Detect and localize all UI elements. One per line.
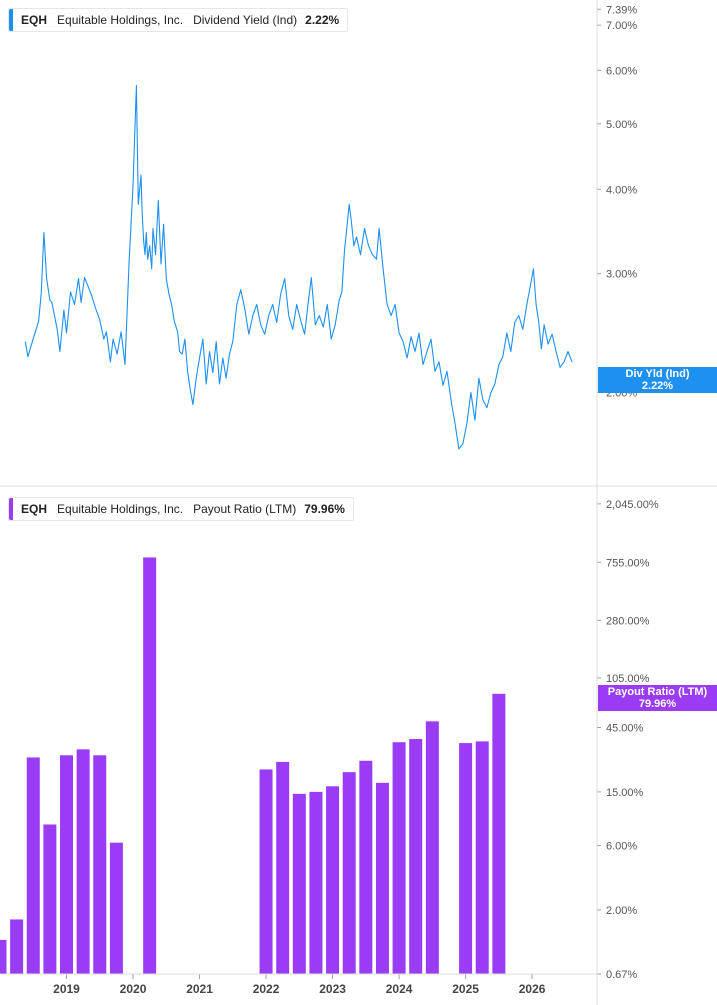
payout-ratio-bar — [359, 760, 373, 974]
x-tick-label: 2024 — [386, 982, 413, 996]
payout-ratio-bar — [409, 738, 423, 974]
payout-ratio-bar — [10, 919, 24, 974]
payout-ratio-bar — [0, 939, 7, 974]
legend-metric: Dividend Yield (Ind) — [193, 13, 298, 27]
y-tick-label: 4.00% — [606, 184, 637, 196]
payout-ratio-bar — [492, 693, 506, 974]
payout-ratio-bar — [309, 791, 323, 974]
dividend-yield-line — [24, 84, 573, 450]
y-tick-label: 6.00% — [606, 841, 637, 853]
payout-ratio-bar — [326, 786, 340, 974]
payout-ratio-bar — [60, 755, 74, 974]
x-tick-label: 2022 — [253, 982, 280, 996]
payout-ratio-bar — [375, 782, 389, 974]
payout-ratio-bar — [93, 755, 107, 974]
bottom-y-axis: 0.67% 2.00% 6.00% 15.00% 45.00% 105.00% 280.00… — [597, 499, 659, 981]
legend-value: 2.22% — [305, 13, 340, 27]
bottom-legend[interactable]: EQH Equitable Holdings, Inc. Payout Rati… — [8, 497, 354, 521]
dividend-yield-color-swatch — [9, 9, 13, 31]
tag-value: 2.22% — [641, 380, 674, 392]
payout-ratio-bar — [276, 761, 290, 974]
payout-ratio-bar — [43, 824, 57, 974]
y-tick-label: 7.39% — [606, 4, 637, 16]
payout-ratio-bar — [392, 742, 406, 974]
y-tick-label: 45.00% — [606, 722, 644, 734]
legend-company: Equitable Holdings, Inc. — [57, 502, 184, 516]
dividend-yield-value-tag: Div Yld (Ind) 2.22% — [598, 367, 717, 393]
top-legend[interactable]: EQH Equitable Holdings, Inc. Dividend Yi… — [8, 8, 349, 32]
payout-ratio-series — [0, 557, 506, 974]
y-tick-label: 5.00% — [606, 119, 637, 131]
payout-ratio-bar — [425, 721, 439, 974]
x-tick-label: 2023 — [319, 982, 346, 996]
payout-ratio-bar — [292, 793, 306, 974]
y-tick-label: 0.67% — [606, 969, 637, 981]
payout-ratio-bar — [26, 757, 40, 974]
payout-ratio-bar — [459, 743, 473, 974]
y-tick-label: 2.00% — [606, 905, 637, 917]
payout-ratio-bar — [475, 741, 489, 974]
payout-ratio-bar — [109, 842, 123, 974]
y-tick-label: 7.00% — [606, 20, 637, 32]
payout-ratio-color-swatch — [9, 498, 13, 520]
tag-label: Div Yld (Ind) — [625, 368, 690, 380]
x-axis: 2019 2020 2021 2022 2023 2024 2025 2026 — [53, 974, 546, 996]
legend-value: 79.96% — [304, 502, 345, 516]
tag-label: Payout Ratio (LTM) — [607, 686, 708, 698]
payout-ratio-bar — [342, 772, 356, 974]
y-tick-label: 6.00% — [606, 65, 637, 77]
payout-ratio-bar — [259, 769, 273, 974]
x-tick-label: 2026 — [519, 982, 546, 996]
x-tick-label: 2025 — [452, 982, 479, 996]
tag-value: 79.96% — [638, 698, 677, 710]
legend-ticker: EQH — [21, 502, 48, 516]
y-tick-label: 3.00% — [606, 269, 637, 281]
legend-ticker: EQH — [21, 13, 48, 27]
y-tick-label: 2,045.00% — [606, 499, 659, 511]
legend-metric: Payout Ratio (LTM) — [193, 502, 297, 516]
payout-ratio-bar — [76, 749, 90, 974]
y-tick-label: 105.00% — [606, 673, 650, 685]
y-tick-label: 15.00% — [606, 787, 644, 799]
y-tick-label: 755.00% — [606, 557, 650, 569]
top-y-axis: 2.00%3.00%4.00%5.00%6.00%7.00%7.39% — [597, 4, 637, 400]
dividend-yield-series — [24, 84, 573, 450]
payout-ratio-value-tag: Payout Ratio (LTM) 79.96% — [598, 685, 717, 711]
x-tick-label: 2021 — [186, 982, 213, 996]
legend-company: Equitable Holdings, Inc. — [57, 13, 184, 27]
x-tick-label: 2020 — [120, 982, 147, 996]
y-tick-label: 280.00% — [606, 615, 650, 627]
payout-ratio-bar — [143, 557, 157, 974]
x-tick-label: 2019 — [53, 982, 80, 996]
